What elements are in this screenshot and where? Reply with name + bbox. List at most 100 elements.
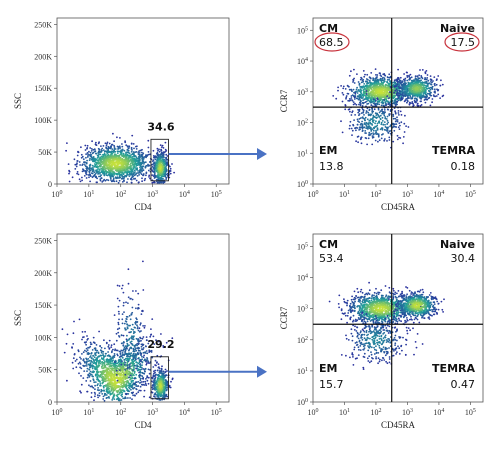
event-dot [340, 85, 342, 87]
panel-3-events [61, 260, 174, 402]
event-dot [89, 356, 91, 358]
event-dot [121, 165, 124, 168]
event-dot [129, 168, 132, 171]
event-dot [95, 152, 97, 155]
event-dot [160, 178, 163, 180]
x-tick-label: 104 [179, 408, 190, 417]
event-dot [393, 101, 396, 104]
event-dot [135, 392, 138, 395]
event-dot [363, 83, 366, 85]
event-dot [96, 394, 99, 397]
event-dot [105, 150, 107, 153]
event-dot [91, 361, 94, 363]
event-dot [72, 343, 75, 345]
event-dot [137, 329, 140, 332]
event-dot [107, 351, 109, 353]
event-dot [116, 349, 119, 352]
event-dot [161, 391, 163, 394]
event-dot [120, 389, 123, 391]
event-dot [164, 141, 167, 144]
event-dot [128, 175, 131, 178]
event-dot [86, 370, 88, 372]
event-dot [73, 158, 76, 161]
event-dot [130, 328, 133, 330]
event-dot [112, 161, 115, 163]
event-dot [115, 160, 118, 163]
event-dot [155, 362, 158, 364]
event-dot [141, 177, 143, 180]
event-dot [109, 379, 112, 381]
event-dot [117, 172, 120, 175]
event-dot [131, 134, 134, 137]
event-dot [88, 384, 90, 387]
event-dot [122, 304, 125, 307]
event-dot [109, 367, 112, 370]
event-dot [116, 393, 119, 396]
event-dot [166, 386, 168, 389]
event-dot [140, 343, 143, 346]
event-dot [129, 354, 132, 357]
event-dot [162, 370, 165, 373]
event-dot [144, 380, 147, 383]
event-dot [123, 176, 126, 179]
event-dot [355, 103, 358, 106]
event-dot [160, 333, 162, 335]
event-dot [112, 177, 115, 180]
y-tick-label: 0 [48, 398, 52, 407]
event-dot [140, 166, 143, 169]
event-dot [142, 169, 145, 172]
event-dot [165, 170, 168, 172]
event-dot [356, 73, 358, 75]
event-dot [88, 176, 90, 179]
event-dot [138, 171, 141, 174]
event-dot [103, 178, 106, 181]
event-dot [384, 90, 387, 93]
event-dot [90, 357, 93, 360]
event-dot [136, 361, 138, 364]
event-dot [352, 88, 355, 91]
event-dot [99, 179, 102, 182]
event-dot [379, 92, 382, 94]
event-dot [109, 155, 112, 157]
event-dot [125, 301, 127, 304]
event-dot [118, 174, 121, 177]
event-dot [105, 164, 108, 167]
event-dot [93, 356, 96, 359]
event-dot [88, 159, 91, 162]
event-dot [114, 363, 117, 365]
event-dot [81, 170, 84, 173]
event-dot [132, 352, 135, 355]
event-dot [125, 328, 127, 331]
event-dot [133, 382, 136, 385]
event-dot [360, 85, 363, 88]
event-dot [86, 147, 89, 149]
event-dot [115, 166, 117, 169]
event-dot [141, 180, 144, 183]
event-dot [61, 328, 64, 331]
event-dot [128, 376, 130, 379]
event-dot [379, 90, 382, 93]
event-dot [108, 383, 111, 386]
event-dot [120, 391, 123, 394]
event-dot [90, 343, 92, 346]
event-dot [101, 147, 104, 150]
event-dot [104, 347, 106, 350]
event-dot [82, 158, 85, 161]
event-dot [114, 348, 117, 351]
event-dot [72, 357, 75, 360]
event-dot [91, 140, 93, 143]
event-dot [131, 364, 134, 367]
event-dot [135, 381, 138, 383]
event-dot [96, 366, 99, 368]
event-dot [102, 367, 104, 370]
event-dot [102, 353, 104, 355]
event-dot [362, 70, 365, 72]
event-dot [88, 172, 91, 174]
event-dot [116, 152, 119, 155]
event-dot [361, 85, 364, 88]
event-dot [136, 344, 139, 347]
event-dot [113, 353, 116, 355]
event-dot [82, 168, 84, 171]
event-dot [105, 397, 108, 399]
